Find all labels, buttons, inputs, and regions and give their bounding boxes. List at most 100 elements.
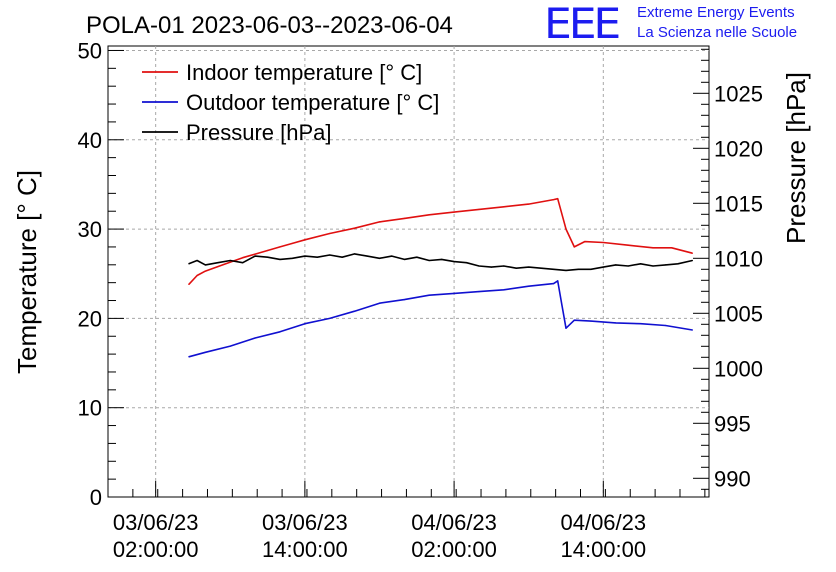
data-point [553,283,555,285]
data-point [691,252,694,254]
data-point [565,327,567,329]
data-point [453,261,455,263]
legend-label: Indoor temperature [° C] [186,60,422,85]
series-line-2 [188,253,693,272]
legend-label: Pressure [hPa] [186,120,332,145]
data-point [528,266,530,268]
data-point [540,267,542,269]
y-axis-label: Temperature [° C] [12,170,42,374]
data-point [428,259,430,262]
x-tick-label-date: 03/06/23 [113,510,199,535]
data-point [267,256,269,258]
data-point [391,255,393,257]
data-point [242,262,244,264]
data-point [366,255,368,257]
data-point [204,264,206,266]
grid [108,46,709,497]
data-point [590,320,592,322]
data-point [573,246,575,248]
data-point [354,253,356,255]
data-point [528,285,530,287]
data-point [329,317,331,319]
data-point [561,304,563,306]
data-point [602,266,604,268]
data-point [378,257,381,259]
data-point [267,249,269,252]
series-line-0 [188,197,693,285]
data-point [565,269,567,271]
data-point [428,294,430,296]
x-tick-label-time: 14:00:00 [262,537,348,562]
data-point [602,241,604,244]
data-point [627,244,629,246]
data-point [279,246,281,248]
data-point [677,263,679,265]
data-point [254,255,256,257]
data-point [584,241,586,243]
data-point [229,259,231,262]
data-point [640,263,642,265]
data-point [304,323,306,325]
data-point [416,256,418,258]
data-point [557,198,559,200]
y2-tick-label: 1015 [714,191,763,216]
x-tick-label-time: 02:00:00 [411,537,497,562]
data-point [553,268,555,270]
data-point [254,253,256,255]
data-point [279,258,281,260]
data-point [478,208,480,210]
data-point [304,239,306,241]
data-point [279,331,281,333]
data-point [403,299,405,301]
data-point [503,206,505,208]
data-point [188,283,190,285]
data-point [565,228,567,230]
data-point [403,217,405,219]
data-point [652,247,654,249]
y-tick-label: 40 [78,128,102,153]
data-point [503,265,505,267]
data-point [515,267,517,269]
data-point [354,227,356,229]
data-point [204,270,206,272]
data-point [254,337,256,339]
data-point [652,265,654,267]
y2-axis-label: Pressure [hPa] [781,72,811,244]
data-point [229,345,231,347]
data-point [188,263,190,265]
data-point [341,256,343,258]
y2-tick-label: 1025 [714,81,763,106]
legend: Indoor temperature [° C] Outdoor temperat… [142,60,439,145]
y-tick-label: 30 [78,217,102,242]
data-point [378,302,381,304]
data-point [354,310,356,312]
data-point [453,292,455,294]
data-point [291,257,293,259]
y2-tick-label: 1010 [714,246,763,271]
data-point [465,262,468,264]
x-tick-label-date: 04/06/23 [411,510,497,535]
data-point [664,324,667,327]
brand-line-1: Extreme Energy Events [637,4,795,21]
axes: 0102030405099099510001005101010151020102… [78,38,763,562]
y-tick-label: 20 [78,306,102,331]
data-point [615,264,617,266]
data-point [441,258,443,260]
y2-tick-label: 1020 [714,136,763,161]
data-point [304,255,306,257]
x-tick-label-time: 14:00:00 [560,537,646,562]
brand-line-2: La Scienza nelle Scuole [637,24,798,41]
data-point [428,214,430,216]
data-point [378,221,381,223]
eee-logo: EEE [544,0,621,48]
y2-tick-label: 1000 [714,356,763,381]
data-point [557,280,559,282]
x-tick-label-date: 03/06/23 [262,510,348,535]
eee-branding: EEE Extreme Energy Events La Scienza nel… [544,2,834,46]
data-point [478,291,480,293]
data-point [242,257,244,259]
legend-label: Outdoor temperature [° C] [186,90,439,115]
data-point [553,199,555,201]
x-tick-label-time: 02:00:00 [113,537,199,562]
